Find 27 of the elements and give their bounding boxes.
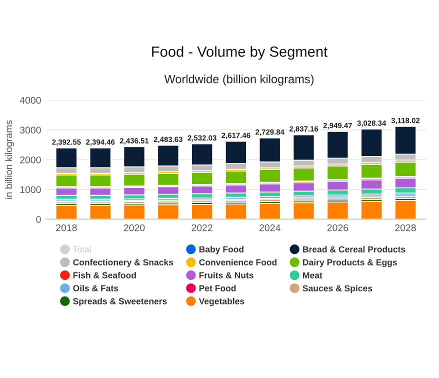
legend-label: Vegetables (198, 298, 244, 306)
x-tick-label: 2024 (260, 224, 280, 232)
legend-label: Spreads & Sweeteners (73, 298, 167, 306)
x-tick-label: 2022 (192, 224, 212, 232)
x-tick-label: 2018 (56, 224, 77, 232)
y-axis-title: in billion kilograms (4, 120, 14, 199)
legend-label: Pet Food (199, 284, 236, 292)
legend-label: Sauces & Spices (302, 284, 372, 294)
x-tick-label: 2026 (327, 224, 348, 232)
legend-label: Fruits & Nuts (199, 272, 254, 278)
legend-label: Convenience Food (199, 258, 277, 266)
legend-label: Meat (303, 272, 322, 278)
y-tick-label: 2000 (20, 156, 41, 164)
legend-label: Oils & Fats (73, 284, 118, 292)
chart-title: Food - Volume by Segment (152, 46, 328, 60)
legend-label: Dairy Products & Eggs (303, 258, 397, 268)
y-tick-label: 1000 (20, 186, 41, 194)
y-tick-label: 0 (36, 216, 41, 223)
x-tick-label: 2028 (395, 224, 416, 232)
y-tick-label: 3000 (20, 126, 41, 134)
chart-subtitle: Worldwide (billion kilograms) (164, 74, 314, 86)
legend-label: Fish & Seafood (73, 272, 136, 278)
legend-label: Confectionery & Snacks (73, 258, 174, 268)
legend-label: Bread & Cereal Products (303, 246, 406, 252)
legend-label: Baby Food (199, 246, 244, 254)
y-tick-label: 4000 (20, 96, 41, 104)
x-tick-label: 2020 (124, 224, 145, 232)
